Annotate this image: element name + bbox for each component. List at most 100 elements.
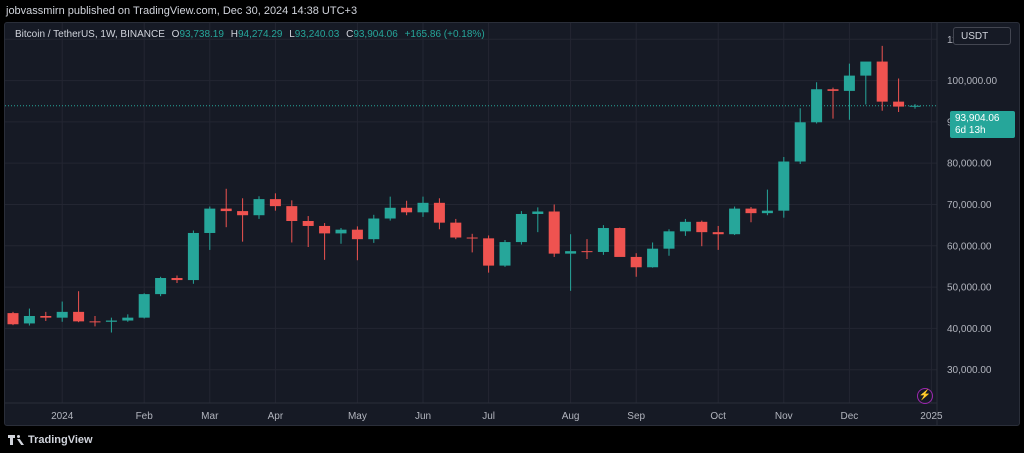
candle-body bbox=[581, 251, 593, 253]
candle-body bbox=[761, 210, 773, 214]
candle-body bbox=[663, 231, 675, 249]
x-tick-label: Mar bbox=[201, 411, 219, 422]
candle-body bbox=[368, 218, 380, 240]
candle-body bbox=[171, 278, 183, 281]
brand-name: TradingView bbox=[28, 434, 93, 446]
candle-body bbox=[187, 232, 199, 281]
x-tick-label: 2024 bbox=[51, 411, 74, 422]
ohlc-legend: Bitcoin / TetherUS, 1W, BINANCE O93,738.… bbox=[15, 29, 485, 40]
candle-body bbox=[548, 211, 560, 254]
candle-body bbox=[122, 317, 134, 321]
candle-body bbox=[319, 225, 331, 234]
candlestick-chart[interactable]: 30,000.00 40,000.00 50,000.00 60,000.00 70,0… bbox=[5, 23, 1020, 426]
y-tick-label: 50,000.00 bbox=[947, 283, 992, 294]
candle-body bbox=[286, 206, 298, 221]
candle-body bbox=[647, 248, 659, 268]
candle-body bbox=[679, 221, 691, 232]
y-tick-label: 80,000.00 bbox=[947, 159, 992, 170]
candle-body bbox=[729, 208, 741, 235]
candle-body bbox=[40, 316, 52, 318]
close-value: 93,904.06 bbox=[353, 29, 398, 40]
x-tick-label: Nov bbox=[775, 411, 793, 422]
footer-bar: TradingView bbox=[0, 426, 1024, 453]
candle-body bbox=[105, 320, 117, 322]
candle-body bbox=[745, 208, 757, 214]
candle-body bbox=[335, 229, 347, 234]
close-label: C bbox=[346, 29, 354, 40]
open-label: O bbox=[171, 29, 180, 40]
x-tick-label: Jun bbox=[415, 411, 431, 422]
candle-body bbox=[696, 221, 708, 233]
candle-body bbox=[909, 105, 921, 107]
y-tick-label: 70,000.00 bbox=[947, 200, 992, 211]
candle-body bbox=[56, 311, 68, 318]
high-value: 94,274.29 bbox=[237, 29, 283, 40]
x-tick-label: Aug bbox=[562, 411, 580, 422]
x-tick-label: May bbox=[348, 411, 367, 422]
candle-body bbox=[73, 311, 85, 322]
y-tick-label: 60,000.00 bbox=[947, 241, 992, 252]
candle-body bbox=[499, 242, 511, 266]
candle-body bbox=[843, 75, 855, 91]
x-tick-label: Oct bbox=[710, 411, 726, 422]
candle-body bbox=[23, 316, 35, 324]
low-value: 93,240.03 bbox=[294, 29, 340, 40]
publish-header: jobvassmirn published on TradingView.com… bbox=[0, 0, 1024, 22]
candle-body bbox=[630, 256, 642, 268]
candle-body bbox=[351, 229, 363, 240]
candle-body bbox=[515, 213, 527, 243]
change-value: +165.86 (+0.18%) bbox=[404, 29, 485, 40]
y-tick-label: 40,000.00 bbox=[947, 324, 992, 335]
tv-logo-icon bbox=[8, 435, 24, 445]
candle-body bbox=[483, 238, 495, 266]
candle-body bbox=[597, 228, 609, 252]
candle-body bbox=[89, 321, 101, 323]
last-price-tag: 93,904.06 6d 13h bbox=[950, 111, 1015, 138]
candle-body bbox=[138, 294, 150, 318]
candle-body bbox=[433, 202, 445, 223]
candle-body bbox=[876, 61, 888, 102]
candle-body bbox=[614, 228, 626, 257]
candle-body bbox=[827, 89, 839, 91]
lightning-icon[interactable]: ⚡ bbox=[917, 388, 933, 404]
candle-body bbox=[466, 237, 478, 239]
low-label: L bbox=[289, 29, 295, 40]
x-tick-label: Jul bbox=[482, 411, 495, 422]
candle-body bbox=[794, 122, 806, 162]
candle-body bbox=[417, 202, 429, 213]
bar-countdown: 6d 13h bbox=[955, 125, 986, 136]
currency-button[interactable]: USDT bbox=[953, 27, 1011, 45]
candle-body bbox=[712, 232, 724, 235]
symbol-label: Bitcoin / TetherUS, 1W, BINANCE bbox=[15, 29, 165, 40]
x-tick-label: Feb bbox=[136, 411, 154, 422]
open-value: 93,738.19 bbox=[179, 29, 224, 40]
candle-body bbox=[7, 313, 19, 325]
candle-body bbox=[860, 61, 872, 76]
x-tick-label: Apr bbox=[268, 411, 284, 422]
candle-body bbox=[532, 211, 544, 214]
candle-body bbox=[269, 199, 281, 207]
published-text: jobvassmirn published on TradingView.com… bbox=[6, 5, 358, 17]
candle-body bbox=[237, 211, 249, 216]
candle-body bbox=[204, 208, 216, 233]
x-tick-label: 2025 bbox=[920, 411, 943, 422]
x-tick-label: Dec bbox=[841, 411, 859, 422]
candle-body bbox=[302, 221, 314, 226]
candle-body bbox=[893, 101, 905, 107]
last-price-value: 93,904.06 bbox=[955, 113, 1000, 124]
candle-body bbox=[778, 161, 790, 211]
high-label: H bbox=[230, 29, 238, 40]
y-tick-label: 30,000.00 bbox=[947, 365, 992, 376]
candle-body bbox=[565, 251, 577, 254]
chart-panel[interactable]: 30,000.00 40,000.00 50,000.00 60,000.00 70,0… bbox=[4, 22, 1020, 426]
x-tick-label: Sep bbox=[627, 411, 645, 422]
tradingview-logo[interactable]: TradingView bbox=[8, 434, 93, 446]
y-tick-label: 100,000.00 bbox=[947, 76, 997, 87]
candle-body bbox=[220, 208, 232, 212]
candle-body bbox=[811, 89, 823, 123]
candle-body bbox=[384, 207, 396, 219]
candle-body bbox=[253, 199, 265, 216]
candle-body bbox=[450, 222, 462, 238]
candle-body bbox=[155, 278, 167, 295]
candle-body bbox=[401, 207, 413, 213]
